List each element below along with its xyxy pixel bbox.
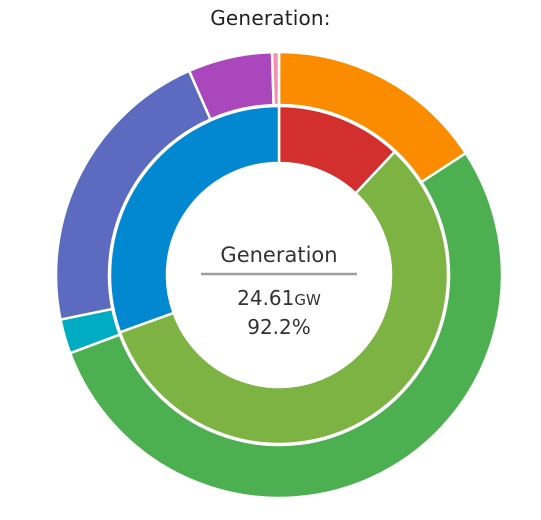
center-percent: 92.2% [247,315,311,339]
center-value-unit: GW [294,291,321,309]
center-label: Generation [220,243,337,267]
inner-slice-1[interactable] [118,150,450,446]
chart-title: Generation: [210,6,331,30]
inner-ring [108,104,450,446]
center-value: 24.61GW [237,286,321,310]
outer-slice-5[interactable] [270,50,281,107]
center-value-number: 24.61 [237,286,294,310]
center-info: Generation 24.61GW 92.2% [201,243,357,339]
inner-slice-2[interactable] [108,104,281,334]
